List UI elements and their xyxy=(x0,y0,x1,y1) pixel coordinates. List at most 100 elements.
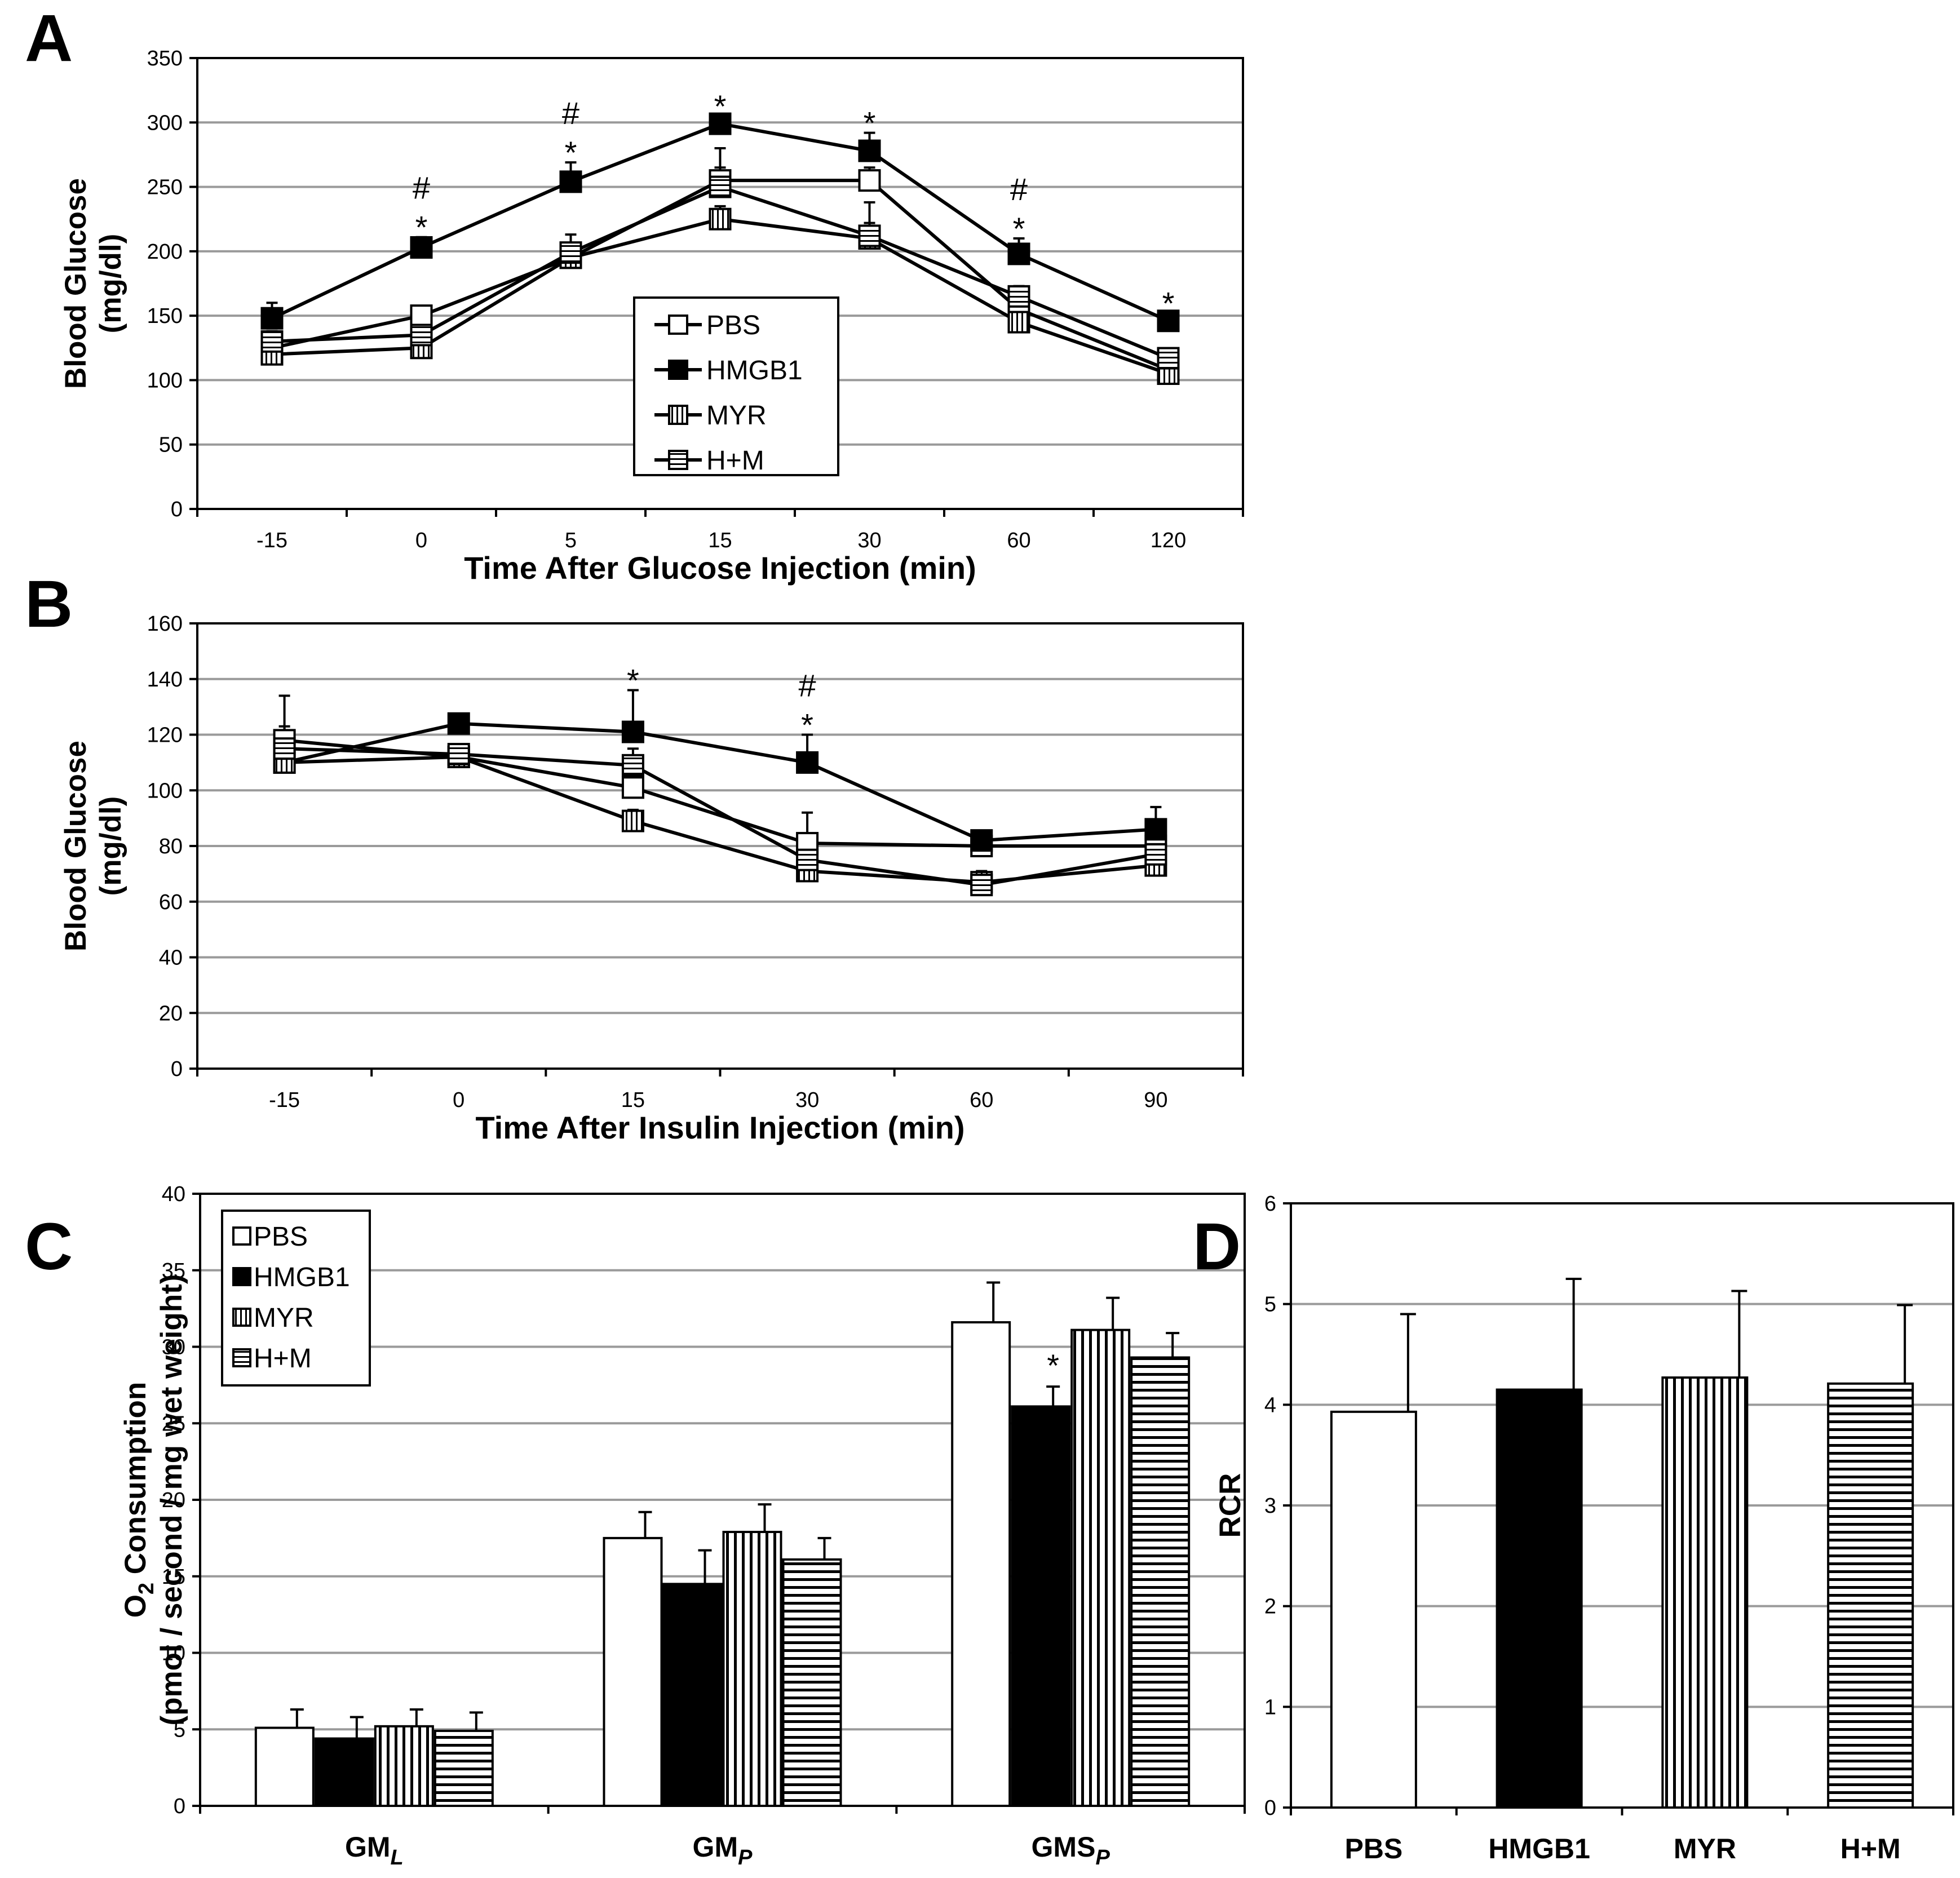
panel-a-ytick-label: 200 xyxy=(147,240,183,264)
panel-a-legend-label: HMGB1 xyxy=(706,356,803,386)
panel-a-y-axis-title-line: Blood Glucose xyxy=(59,178,92,389)
panel-c-y-axis-title-subscript: 2 xyxy=(135,1583,158,1594)
panel-a-plot-frame xyxy=(196,57,1244,510)
panel-a-ytick-label: 150 xyxy=(147,304,183,328)
panel-a-glucose-tolerance: A 0 50 100 150 200 250 300 350 -15 0 5 15 30 60 120 Time… xyxy=(25,1,1244,586)
panel-a-xtick-label: -15 xyxy=(256,529,287,552)
panel-a-significance-mark: * xyxy=(415,210,428,245)
panel-c-legend-label: MYR xyxy=(254,1303,314,1333)
panel-b-series-pbs-point xyxy=(621,776,644,799)
panel-c-bar-hmgb1 xyxy=(662,1583,723,1807)
panel-a-significance-mark: # xyxy=(413,170,430,206)
panel-d-category-label: HMGB1 xyxy=(1488,1833,1590,1864)
panel-c-bar-hplusm xyxy=(1130,1356,1191,1807)
panel-c-ytick-label: 35 xyxy=(162,1259,185,1283)
panel-b-significance-mark: # xyxy=(799,668,816,703)
panel-a-series-myr-point xyxy=(709,207,732,231)
panel-a-y-axis-title-line: (mg/dl) xyxy=(94,234,127,334)
panel-c-ytick-label: 0 xyxy=(174,1795,185,1818)
panel-d-y-axis-title: RCR xyxy=(1214,1473,1247,1538)
panel-c-category-subscript: P xyxy=(1095,1846,1110,1870)
panel-a-significance-mark: * xyxy=(714,88,727,124)
panel-a-y-axis-title: Blood Glucose(mg/dl) xyxy=(59,178,127,389)
panel-a-significance-mark: * xyxy=(864,105,876,141)
panel-a-xtick-label: 5 xyxy=(565,529,577,552)
panel-a-legend-label: MYR xyxy=(706,401,767,431)
panel-a-significance-mark: * xyxy=(1013,211,1025,246)
panel-d-category-label: PBS xyxy=(1344,1833,1402,1864)
panel-c-bar-myr xyxy=(374,1725,434,1808)
panel-b-series-hplusm-point xyxy=(273,737,296,760)
panel-d-rcr: D 0 1 2 3 4 5 6 PBS HMGB1 MYR H+M RCR xyxy=(1193,1192,1954,1864)
panel-c-legend-swatch xyxy=(232,1267,251,1286)
panel-a-significance-mark: * xyxy=(565,135,577,170)
panel-b-ytick-label: 0 xyxy=(171,1057,183,1081)
panel-c-legend-swatch xyxy=(232,1308,251,1327)
panel-b-series-hplusm-point xyxy=(796,848,819,871)
panel-c-y-axis-title-line: (pmol / second / mg wet weight) xyxy=(155,1274,188,1726)
panel-c-bar-hmgb1 xyxy=(1011,1405,1071,1807)
panel-a-series-pbs-point xyxy=(858,169,881,192)
panel-c-ytick-label: 20 xyxy=(162,1489,185,1512)
panel-b-series-hmgb1-line xyxy=(284,721,1156,843)
panel-a-series-hplusm-point xyxy=(410,324,433,347)
panel-c-category-base: GMS xyxy=(1032,1831,1096,1863)
panel-c-bar-pbs xyxy=(951,1321,1011,1808)
panel-a-legend-swatch xyxy=(668,360,688,380)
panel-a-series-myr-point xyxy=(1007,311,1030,334)
panel-c-ytick-label: 30 xyxy=(162,1336,185,1359)
panel-a-series-hplusm-point xyxy=(858,224,881,247)
panel-b-series-pbs-line xyxy=(284,738,1156,848)
panel-a-ytick-label: 250 xyxy=(147,176,183,200)
panel-a-ytick-label: 300 xyxy=(147,111,183,135)
panel-c-bar-myr xyxy=(1070,1328,1131,1807)
panel-a-significance-mark: # xyxy=(562,95,579,131)
panel-c-category-label: GML xyxy=(345,1831,404,1870)
panel-c-category-label: GMP xyxy=(693,1831,753,1870)
panel-a-series-hplusm-point xyxy=(1157,347,1180,370)
panel-a-series-hmgb1-point xyxy=(1007,242,1030,265)
panel-d-ytick-label: 0 xyxy=(1264,1796,1276,1820)
panel-b-series-myr-point xyxy=(621,809,644,832)
panel-c-ytick-label: 5 xyxy=(174,1718,185,1742)
panel-c-legend-swatch xyxy=(232,1226,251,1246)
panel-c-category-base: GM xyxy=(693,1831,738,1863)
panel-c-bar-pbs xyxy=(603,1536,663,1807)
panel-b-series-hplusm-point xyxy=(447,743,470,766)
panel-b-series-hplusm-point xyxy=(1144,843,1167,866)
panel-c-significance-mark: * xyxy=(1047,1348,1059,1383)
panel-b-xtick-label: 15 xyxy=(621,1088,645,1112)
panel-c-legend-label: H+M xyxy=(254,1344,312,1374)
panel-c-category-subscript: L xyxy=(390,1846,403,1870)
panel-d-letter: D xyxy=(1193,1210,1241,1284)
panel-b-series-myr-line xyxy=(284,755,1156,884)
panel-b-y-axis-title-line: (mg/dl) xyxy=(94,796,127,896)
panel-b-series-hmgb1-point xyxy=(447,712,470,735)
panel-a-series-pbs-point xyxy=(410,304,433,327)
panel-c-bar-myr xyxy=(722,1531,782,1807)
panel-a-legend-label: PBS xyxy=(706,311,760,340)
panel-a-series-hplusm-point xyxy=(709,175,732,198)
panel-c-legend-swatch xyxy=(232,1348,251,1367)
panel-c-y-axis-title-o: O xyxy=(119,1594,152,1618)
panel-b-y-axis-title: Blood Glucose(mg/dl) xyxy=(59,741,127,951)
panel-b-series-hmgb1-point xyxy=(796,751,819,774)
panel-d-ytick-label: 5 xyxy=(1264,1293,1276,1317)
panel-c-legend-label: HMGB1 xyxy=(254,1263,350,1292)
panel-a-series-hmgb1-point xyxy=(1157,309,1180,333)
panel-c-letter: C xyxy=(25,1210,73,1284)
panel-b-ytick-label: 20 xyxy=(159,1002,183,1025)
panel-a-series-hmgb1-point xyxy=(260,307,284,330)
panel-d-ytick-label: 3 xyxy=(1264,1494,1276,1518)
panel-d-bar-hmgb1 xyxy=(1496,1388,1583,1809)
panel-b-xtick-label: 90 xyxy=(1144,1088,1167,1112)
panel-a-series-hmgb1-point xyxy=(410,236,433,259)
panel-a-legend-swatch xyxy=(668,405,688,425)
panel-b-letter: B xyxy=(25,567,73,641)
panel-b-xtick-label: 0 xyxy=(453,1088,464,1112)
panel-c-ytick-label: 25 xyxy=(162,1412,185,1436)
panel-b-ytick-label: 40 xyxy=(159,946,183,970)
panel-b-series-hmgb1-point xyxy=(970,829,993,852)
panel-a-series-hplusm-point xyxy=(260,330,284,353)
